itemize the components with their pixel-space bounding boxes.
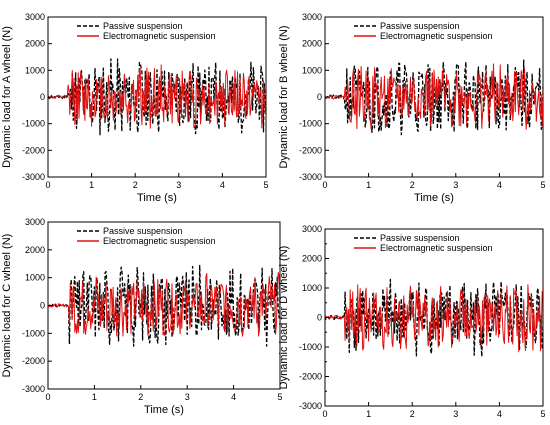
y-tick-label: 0 bbox=[40, 92, 45, 102]
x-tick-label: 2 bbox=[410, 409, 415, 419]
y-tick-label: -1000 bbox=[299, 342, 322, 352]
legend-label: Electromagnetic suspension bbox=[103, 31, 216, 41]
series-group bbox=[48, 58, 266, 136]
y-tick-label: 2000 bbox=[302, 39, 322, 49]
y-tick-label: -2000 bbox=[299, 145, 322, 155]
x-tick-label: 3 bbox=[453, 409, 458, 419]
y-tick-label: -3000 bbox=[299, 401, 322, 411]
y-tick-label: 2000 bbox=[25, 245, 45, 255]
legend-label: Passive suspension bbox=[380, 21, 460, 31]
x-tick-label: 5 bbox=[540, 409, 545, 419]
x-tick-label: 3 bbox=[453, 180, 458, 190]
x-tick-label: 2 bbox=[133, 180, 138, 190]
y-tick-label: -3000 bbox=[299, 172, 322, 182]
series-group bbox=[325, 59, 543, 136]
y-tick-label: 3000 bbox=[302, 224, 322, 234]
x-tick-label: 1 bbox=[89, 180, 94, 190]
y-tick-label: 0 bbox=[317, 92, 322, 102]
y-tick-label: 1000 bbox=[25, 273, 45, 283]
y-tick-label: -2000 bbox=[22, 356, 45, 366]
y-tick-label: -1000 bbox=[299, 119, 322, 129]
x-tick-label: 4 bbox=[231, 392, 236, 402]
series-line-electromagnetic bbox=[48, 272, 280, 337]
series-line-electromagnetic bbox=[325, 63, 543, 130]
x-tick-label: 5 bbox=[277, 392, 282, 402]
x-axis-label: Time (s) bbox=[414, 192, 454, 204]
x-tick-label: 1 bbox=[92, 392, 97, 402]
legend-label: Passive suspension bbox=[380, 233, 460, 243]
x-tick-label: 3 bbox=[185, 392, 190, 402]
x-tick-label: 0 bbox=[322, 409, 327, 419]
y-axis-label: Dynamic load for C wheel (N) bbox=[1, 234, 13, 378]
y-tick-label: 2000 bbox=[302, 254, 322, 264]
x-tick-label: 2 bbox=[138, 392, 143, 402]
x-tick-label: 1 bbox=[366, 180, 371, 190]
y-tick-label: 2000 bbox=[25, 39, 45, 49]
x-tick-label: 5 bbox=[540, 180, 545, 190]
x-tick-label: 0 bbox=[45, 180, 50, 190]
x-axis-label: Time (s) bbox=[144, 404, 184, 416]
y-tick-label: 3000 bbox=[25, 217, 45, 227]
legend-box bbox=[73, 224, 243, 246]
legend-label: Passive suspension bbox=[103, 21, 183, 31]
chart-panel-2: 0 1 2 3 4 5 3000 2000 1000 0 -1000 -2000 -3000 Time (… bbox=[1, 217, 283, 416]
x-tick-label: 4 bbox=[497, 180, 502, 190]
y-tick-label: 3000 bbox=[302, 12, 322, 22]
y-tick-label: 1000 bbox=[302, 65, 322, 75]
legend-label: Electromagnetic suspension bbox=[380, 243, 493, 253]
series-group bbox=[325, 278, 543, 358]
legend-label: Electromagnetic suspension bbox=[380, 31, 493, 41]
y-axis-label: Dynamic load for A wheel (N) bbox=[1, 26, 13, 168]
legend-box bbox=[350, 231, 520, 253]
y-tick-label: -2000 bbox=[299, 372, 322, 382]
y-tick-label: -2000 bbox=[22, 145, 45, 155]
x-tick-label: 0 bbox=[45, 392, 50, 402]
y-tick-label: 1000 bbox=[25, 65, 45, 75]
series-line-electromagnetic bbox=[48, 64, 266, 129]
chart-panel-0: 0 1 2 3 4 5 3000 2000 1000 0 -1000 -2000 -3000 Time (… bbox=[1, 12, 269, 204]
y-tick-label: -3000 bbox=[22, 384, 45, 394]
series-line-passive bbox=[325, 59, 543, 136]
series-line-electromagnetic bbox=[325, 284, 543, 353]
y-axis-label: Dynamic load for D wheel (N) bbox=[278, 246, 290, 390]
x-axis-label: Time (s) bbox=[137, 192, 177, 204]
chart-panel-1: 0 1 2 3 4 5 3000 2000 1000 0 -1000 -2000 -3000 Time (… bbox=[278, 12, 546, 204]
x-tick-label: 5 bbox=[263, 180, 268, 190]
y-tick-label: 3000 bbox=[25, 12, 45, 22]
y-axis-label: Dynamic load for B wheel (N) bbox=[278, 25, 290, 168]
series-group bbox=[48, 264, 280, 347]
y-tick-label: 0 bbox=[40, 301, 45, 311]
y-tick-label: -3000 bbox=[22, 172, 45, 182]
x-tick-label: 3 bbox=[176, 180, 181, 190]
legend-label: Electromagnetic suspension bbox=[103, 236, 216, 246]
legend-box bbox=[350, 19, 520, 41]
legend-box bbox=[73, 19, 243, 41]
x-tick-label: 4 bbox=[220, 180, 225, 190]
y-tick-label: -1000 bbox=[22, 119, 45, 129]
y-tick-label: 0 bbox=[317, 313, 322, 323]
legend-label: Passive suspension bbox=[103, 226, 183, 236]
x-tick-label: 2 bbox=[410, 180, 415, 190]
y-tick-label: 1000 bbox=[302, 283, 322, 293]
x-tick-label: 4 bbox=[497, 409, 502, 419]
y-tick-label: -1000 bbox=[22, 328, 45, 338]
x-tick-label: 1 bbox=[366, 409, 371, 419]
x-tick-label: 0 bbox=[322, 180, 327, 190]
